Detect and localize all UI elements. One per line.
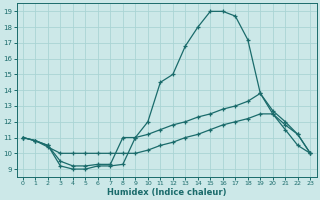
X-axis label: Humidex (Indice chaleur): Humidex (Indice chaleur): [107, 188, 226, 197]
